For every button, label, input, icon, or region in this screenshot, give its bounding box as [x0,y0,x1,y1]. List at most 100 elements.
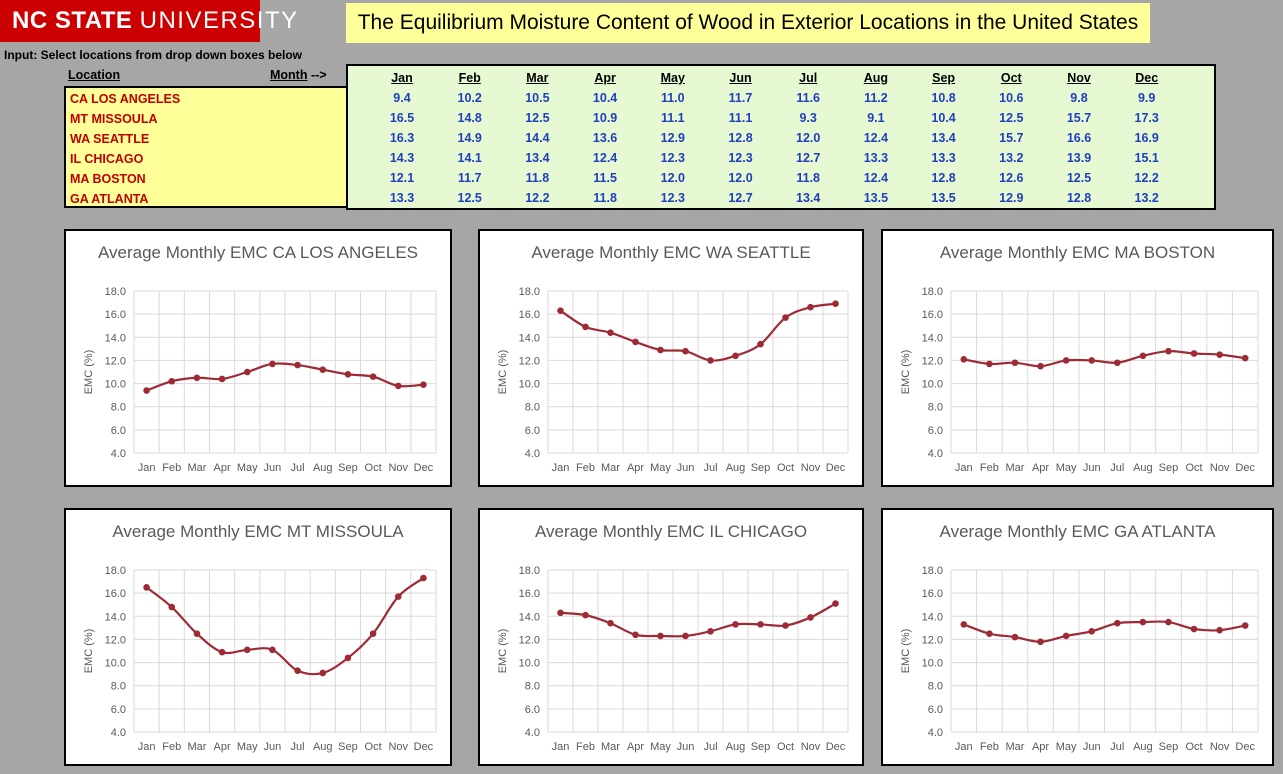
data-point [1165,618,1172,626]
y-axis-label: EMC (%) [83,350,95,395]
x-tick-label: Dec [826,462,846,474]
x-tick-label: Mar [601,741,620,753]
data-point [269,646,276,654]
table-cell: 14.4 [525,131,550,145]
month-header: Oct [1000,71,1022,85]
location-dropdown[interactable]: IL CHICAGO [70,152,144,166]
location-dropdown[interactable]: MT MISSOULA [70,112,158,126]
x-tick-label: Jul [1110,741,1124,753]
y-tick-label: 10.0 [519,379,540,391]
table-cell: 13.5 [931,191,956,205]
y-tick-label: 12.0 [519,355,540,367]
table-cell: 13.2 [1134,191,1159,205]
x-tick-label: Jun [677,741,695,753]
y-tick-label: 10.0 [519,658,540,670]
y-tick-label: 14.0 [105,611,126,623]
location-dropdown[interactable]: GA ATLANTA [70,192,149,206]
location-dropdown[interactable]: CA LOS ANGELES [70,92,181,106]
data-point [707,628,714,635]
chart-emc-4: Average Monthly EMC IL CHICAGO 4.0 6.0 8.0 1… [478,508,864,766]
y-tick-label: 14.0 [922,611,943,623]
y-tick-label: 6.0 [928,704,943,716]
table-cell: 13.3 [863,151,889,165]
data-point [757,340,764,348]
chart-emc-5: Average Monthly EMC GA ATLANTA 4.0 6.0 8.0 1… [881,508,1274,766]
table-cell: 12.2 [525,191,550,205]
x-tick-label: Nov [388,741,408,753]
table-cell: 10.2 [457,91,482,105]
x-tick-label: Mar [601,462,620,474]
y-tick-label: 18.0 [105,565,126,577]
y-axis-label: EMC (%) [497,629,509,674]
data-point [193,374,201,382]
x-tick-label: Mar [1005,741,1024,753]
location-dropdown[interactable]: WA SEATTLE [70,132,150,146]
data-point [1241,622,1249,629]
table-cell: 15.1 [1134,151,1159,165]
x-tick-label: May [237,462,258,474]
chart-emc-2: Average Monthly EMC MA BOSTON 4.0 6.0 8.0 10… [881,229,1274,487]
y-axis-label: EMC (%) [497,350,509,395]
y-tick-label: 8.0 [111,402,126,414]
table-cell: 13.3 [389,191,415,205]
table-cell: 12.5 [1066,171,1092,185]
table-cell: 9.9 [1137,91,1156,105]
table-cell: 13.9 [1066,151,1092,165]
data-point [218,375,226,383]
table-cell: 11.8 [593,191,617,205]
x-tick-label: Jan [138,462,156,474]
x-tick-label: Mar [1005,462,1024,474]
x-tick-label: Aug [313,462,333,474]
table-cell: 12.4 [863,131,889,145]
x-tick-label: Dec [414,462,434,474]
logo-bold-text: NC STATE [12,7,133,34]
y-axis-label: EMC (%) [900,629,912,674]
data-point [782,314,789,321]
month-header: Jan [391,71,413,85]
table-cell: 10.4 [592,91,618,105]
table-cell: 12.5 [457,191,482,205]
y-tick-label: 18.0 [519,286,540,298]
table-cell: 9.3 [799,111,817,125]
x-tick-label: Sep [1159,462,1179,474]
data-point [657,346,664,354]
data-point [1113,619,1121,627]
data-point [1216,351,1223,358]
y-axis-label: EMC (%) [83,629,95,674]
x-tick-label: Nov [1210,462,1230,474]
y-tick-label: 4.0 [525,727,540,739]
data-point [1062,357,1070,364]
data-point [1088,357,1096,364]
table-cell: 11.2 [864,91,888,105]
chart-plot: 4.0 6.0 8.0 10.0 12.0 14.0 16.0 18.0 Jan Feb Mar Ap… [497,286,849,474]
location-dropdown[interactable]: MA BOSTON [70,172,146,186]
month-header: Apr [594,71,616,85]
y-tick-label: 8.0 [928,402,943,414]
table-cell: 12.5 [525,111,550,125]
table-cell: 13.3 [931,151,956,165]
table-cell: 12.9 [660,131,685,145]
table-cell: 13.4 [931,131,956,145]
data-point [632,338,639,346]
table-cell: 11.7 [728,91,753,105]
x-tick-label: May [650,462,671,474]
y-tick-label: 18.0 [922,565,943,577]
data-point [1037,362,1044,370]
table-cell: 11.8 [796,171,820,185]
table-cell: 16.9 [1134,131,1159,145]
data-point [757,621,764,628]
x-tick-label: Apr [214,462,231,474]
x-tick-label: Sep [338,741,358,753]
location-column-header: Location [68,68,121,82]
x-tick-label: Feb [980,741,999,753]
y-tick-label: 12.0 [105,355,126,367]
data-point [420,574,427,582]
data-point [1165,347,1172,355]
x-tick-label: Dec [1235,462,1255,474]
data-point [732,352,739,360]
table-cell: 10.9 [592,111,618,125]
table-cell: 12.7 [796,151,821,165]
data-point [243,646,251,654]
x-tick-label: Oct [777,462,794,474]
y-tick-label: 6.0 [525,425,540,437]
